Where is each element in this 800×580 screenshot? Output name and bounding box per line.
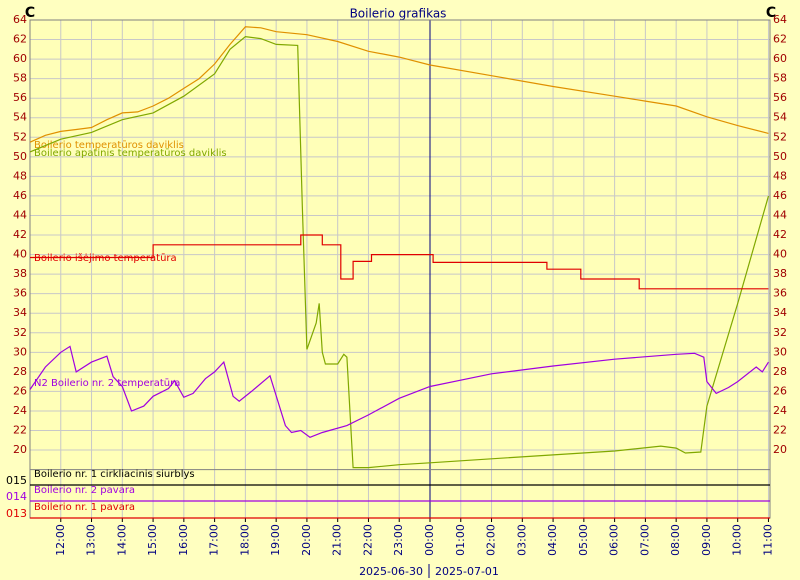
series-label: N2 Boilerio nr. 2 temperatūra: [34, 378, 180, 389]
series-line: [30, 234, 769, 290]
y2-tick-label: 24: [773, 404, 787, 417]
date-label: 2025-07-01: [435, 565, 499, 578]
series-line: [29, 35, 770, 469]
y2-tick-label: 56: [773, 91, 787, 104]
x-tick-label: 07:00: [638, 524, 651, 556]
x-tick-label: 09:00: [700, 524, 713, 556]
digital-name: Boilerio nr. 1 cirkliacinis siurblys: [34, 469, 195, 480]
x-tick-label: 19:00: [269, 524, 282, 556]
y2-tick-label: 28: [773, 365, 787, 378]
y2-tick-label: 34: [773, 306, 787, 319]
y-tick-label: 40: [13, 248, 27, 261]
date-label: 2025-06-30: [359, 565, 423, 578]
x-tick-label: 16:00: [177, 524, 190, 556]
y-tick-label: 30: [13, 345, 27, 358]
y2-tick-label: 54: [773, 111, 787, 124]
x-tick-label: 08:00: [669, 524, 682, 556]
y-tick-label: 52: [13, 130, 27, 143]
y-unit: C: [25, 5, 35, 21]
y2-tick-label: 42: [773, 228, 787, 241]
digital-id: 014: [6, 490, 27, 503]
digital-name: Boilerio nr. 1 pavara: [34, 502, 135, 513]
y2-tick-label: 40: [773, 248, 787, 261]
y-tick-label: 64: [13, 13, 27, 26]
y-tick-label: 32: [13, 326, 27, 339]
y-tick-label: 26: [13, 384, 27, 397]
digital-name: Boilerio nr. 2 pavara: [34, 485, 135, 496]
y2-tick-label: 32: [773, 326, 787, 339]
digital-id: 015: [6, 474, 27, 487]
x-tick-label: 20:00: [300, 524, 313, 556]
x-tick-label: 15:00: [146, 524, 159, 556]
y-tick-label: 42: [13, 228, 27, 241]
y2-tick-label: 58: [773, 72, 787, 85]
y-tick-label: 24: [13, 404, 27, 417]
x-tick-label: 10:00: [731, 524, 744, 556]
x-tick-label: 14:00: [115, 524, 128, 556]
y2-tick-label: 46: [773, 189, 787, 202]
y2-tick-label: 36: [773, 287, 787, 300]
y2-tick-label: 48: [773, 169, 787, 182]
y-tick-label: 62: [13, 33, 27, 46]
y2-tick-label: 50: [773, 150, 787, 163]
series-label: Boilerio išėjimo temperatūra: [34, 252, 177, 264]
plot-area: [30, 20, 770, 518]
y-tick-label: 34: [13, 306, 27, 319]
x-tick-label: 01:00: [454, 524, 467, 556]
x-tick-label: 02:00: [485, 524, 498, 556]
y-tick-label: 44: [13, 208, 27, 221]
series-line: [29, 26, 769, 143]
y2-tick-label: 38: [773, 267, 787, 280]
x-tick-label: 04:00: [546, 524, 559, 556]
y-tick-label: 48: [13, 169, 27, 182]
y-tick-label: 46: [13, 189, 27, 202]
y-tick-label: 38: [13, 267, 27, 280]
y-tick-label: 22: [13, 424, 27, 437]
series-label: Boilerio apatinis temperatūros daviklis: [34, 148, 227, 159]
x-tick-label: 12:00: [54, 524, 67, 556]
y-tick-label: 56: [13, 91, 27, 104]
y-tick-label: 50: [13, 150, 27, 163]
y2-tick-label: 64: [773, 13, 787, 26]
y2-tick-label: 30: [773, 345, 787, 358]
y-tick-label: 20: [13, 443, 27, 456]
series-label: Boilerio temperatūros daviklis: [34, 140, 184, 151]
y2-unit: C: [766, 5, 776, 21]
y2-tick-label: 20: [773, 443, 787, 456]
x-tick-label: 13:00: [85, 524, 98, 556]
y-tick-label: 60: [13, 52, 27, 65]
x-tick-label: 06:00: [608, 524, 621, 556]
y2-tick-label: 22: [773, 424, 787, 437]
series-line: [29, 345, 770, 438]
y-tick-label: 36: [13, 287, 27, 300]
y-tick-label: 58: [13, 72, 27, 85]
x-tick-label: 00:00: [423, 524, 436, 556]
y-tick-label: 28: [13, 365, 27, 378]
x-tick-label: 03:00: [515, 524, 528, 556]
y2-tick-label: 62: [773, 33, 787, 46]
x-tick-label: 21:00: [331, 524, 344, 556]
x-tick-label: 22:00: [361, 524, 374, 556]
y2-tick-label: 44: [773, 208, 787, 221]
x-tick-label: 18:00: [238, 524, 251, 556]
x-tick-label: 05:00: [577, 524, 590, 556]
y2-tick-label: 60: [773, 52, 787, 65]
digital-id: 013: [6, 507, 27, 520]
x-tick-label: 23:00: [392, 524, 405, 556]
y2-tick-label: 26: [773, 384, 787, 397]
y-tick-label: 54: [13, 111, 27, 124]
y2-tick-label: 52: [773, 130, 787, 143]
x-tick-label: 11:00: [761, 524, 774, 556]
x-tick-label: 17:00: [208, 524, 221, 556]
chart-title: Boilerio grafikas: [350, 7, 447, 21]
